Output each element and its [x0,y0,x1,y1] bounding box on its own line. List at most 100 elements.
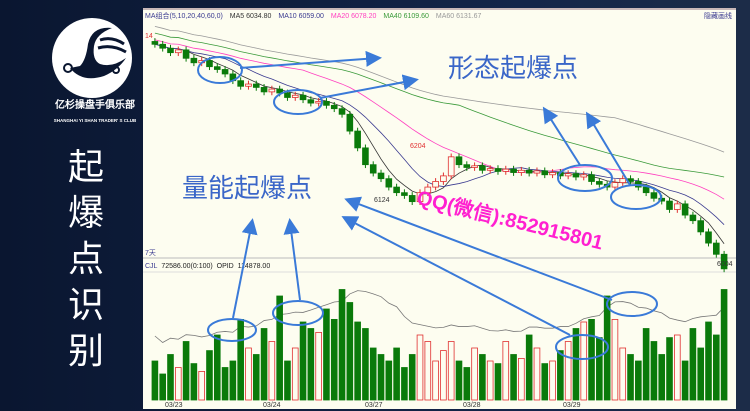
volume-bar [440,350,447,401]
volume-bar [689,328,697,401]
candle [354,130,361,149]
ma20-value: MA20 6078.20 [330,13,377,20]
candle [619,178,627,183]
candle [245,83,252,87]
volume-bar [541,363,549,401]
candle [650,192,658,199]
volume-bar [416,334,424,401]
candle [627,178,634,182]
candle [369,164,377,174]
ma40-value: MA40 6109.60 [383,13,429,20]
title-char: 起 [67,147,104,188]
volume-bar [362,328,369,401]
candle [213,66,221,70]
volume-bar [681,360,689,401]
brand-name-en: SHANGHAI YI SHAN TRADER' S CLUB [53,118,137,123]
candle [455,156,463,166]
volume-bar [713,334,720,401]
pattern-breakout-annotation: 形态起爆点 [448,54,579,84]
candle [198,60,205,64]
volume-bar [174,367,182,401]
volume-bar [330,318,338,401]
ma40-line [154,32,725,178]
title-char: 爆 [67,193,104,234]
volume-bar [533,347,541,401]
candle [541,170,549,176]
volume-bar [525,334,533,401]
candle [440,175,447,182]
candle [697,220,705,233]
candle [658,197,666,202]
volume-bar [564,341,572,401]
candle [291,94,299,98]
volume-bar [666,337,673,401]
candle [479,165,486,171]
volume-bar [658,354,666,401]
volume-bar [354,321,361,401]
date-label: 03/24 [263,402,281,409]
slide-title: 起 爆 点 识 别 [64,145,108,375]
volume-bar [206,350,213,401]
candle [323,101,330,106]
title-char: 别 [67,331,104,372]
volume-bar [377,354,385,401]
volume-bar [213,334,221,401]
candle [252,83,260,88]
volume-bar [650,341,658,401]
candle [299,94,307,101]
volume-bar [252,354,260,401]
volume-bar [284,360,291,401]
volume-bar [510,354,517,401]
volume-bar [572,328,580,401]
volume-bar [323,308,330,401]
candle [642,186,650,194]
candle [564,173,572,177]
volume-bar [346,302,354,401]
candle [159,43,166,49]
volume-bar [455,360,463,401]
ma-group-label[interactable]: MA组合(5,10,20,40,60,0) [145,13,223,20]
candle [674,203,681,210]
opid-value: 114878.00 [237,263,271,270]
hide-lines-button[interactable]: 隐藏画线 [704,13,732,20]
volume-bar [307,328,315,401]
candle [206,60,213,68]
ma60-value: MA60 6131.67 [435,13,482,20]
candle [190,57,198,64]
volume-bar [260,328,268,401]
volume-bar [588,318,595,401]
candle [533,170,541,174]
candle [471,165,478,168]
candle [463,164,471,168]
volume-bar [463,367,471,401]
volume-bar [198,370,205,401]
volume-bar [518,357,525,401]
volume-bar [596,337,603,401]
volume-bar [315,331,322,401]
candle [518,169,525,173]
volume-bar [221,367,229,401]
volume-bar [580,321,588,401]
candle [603,183,611,188]
candle [377,172,385,180]
volume-bar [705,321,712,401]
candle [720,253,728,270]
candle [424,186,432,194]
candle [681,203,689,216]
volume-bar [471,347,478,401]
volume-bar [479,354,486,401]
volume-bar [299,321,307,401]
candle [494,168,502,172]
candle [432,181,439,188]
candle [713,242,720,255]
candle [268,88,276,93]
volume-bar [167,354,174,401]
volume-bar [674,334,681,401]
price-label-last: 6004 [717,261,733,268]
volume-bar [151,360,159,401]
candle [221,69,229,75]
candle [666,200,673,210]
opid-label: OPID [216,263,234,270]
candle [307,99,315,104]
candle [237,80,244,87]
